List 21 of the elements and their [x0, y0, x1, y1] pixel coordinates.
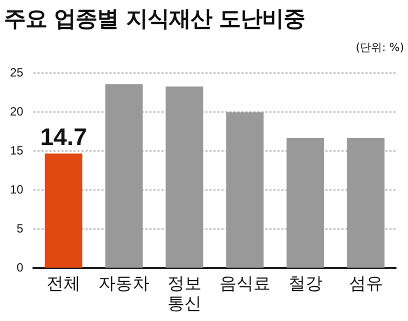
y-tick-label: 0 [16, 260, 24, 275]
x-tick-label: 철강 [288, 274, 322, 294]
data-label: 14.7 [40, 124, 87, 152]
bar [44, 154, 82, 268]
bar [226, 112, 264, 268]
chart-title: 주요 업종별 지식재산 도난비중 [4, 6, 305, 34]
bar [286, 138, 324, 268]
x-tick-label: 섬유 [348, 274, 383, 294]
bar [166, 86, 204, 268]
y-tick-label: 10 [10, 182, 24, 197]
y-tick-label: 15 [10, 144, 24, 158]
y-tick-label: 5 [16, 222, 24, 236]
bar [105, 84, 143, 268]
y-tick-label: 25 [10, 66, 24, 80]
x-tick-label: 음식료 [219, 274, 270, 294]
bar [347, 138, 385, 268]
x-tick-label: 정보 통신 [167, 274, 202, 314]
text: (단위: %) [356, 40, 404, 55]
x-tick-label: 자동차 [98, 274, 150, 294]
y-tick-label: 20 [10, 104, 24, 119]
x-tick-label: 전체 [46, 274, 81, 294]
